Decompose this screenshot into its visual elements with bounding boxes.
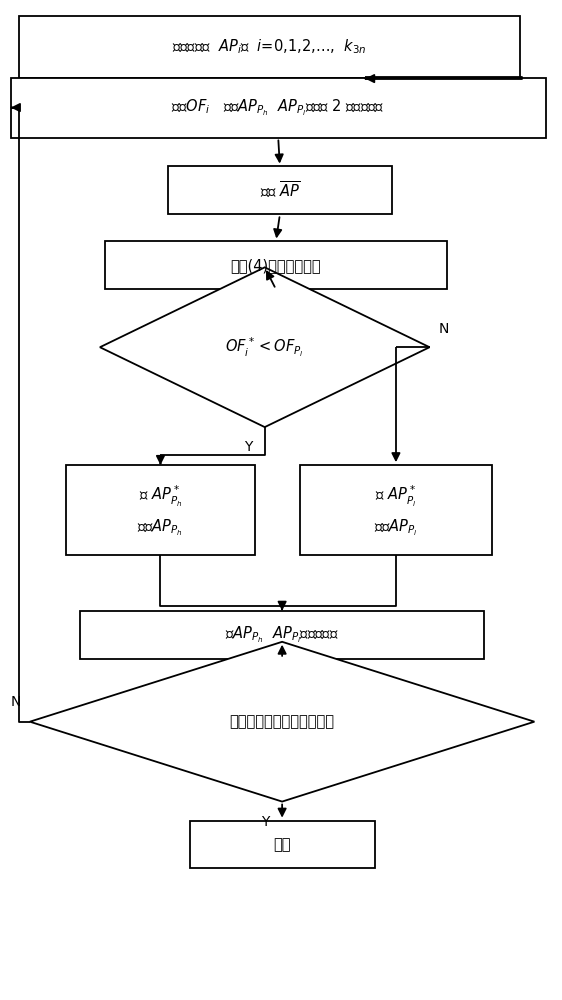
FancyBboxPatch shape: [300, 465, 492, 555]
Text: 代替$AP_{P_h}$: 代替$AP_{P_h}$: [138, 518, 183, 538]
Text: 是否已生成所需数目顶点？: 是否已生成所需数目顶点？: [230, 714, 334, 729]
FancyBboxPatch shape: [80, 611, 484, 659]
Text: N: N: [11, 695, 21, 709]
FancyBboxPatch shape: [105, 241, 447, 289]
Text: Y: Y: [261, 815, 270, 829]
Polygon shape: [100, 267, 429, 427]
Text: $OF_i^* < OF_{P_l}$: $OF_i^* < OF_{P_l}$: [225, 336, 304, 359]
Text: 用 $AP_{P_h}^*$: 用 $AP_{P_h}^*$: [139, 484, 182, 509]
Text: Y: Y: [244, 440, 252, 454]
Text: 用式(4)进行反射计算: 用式(4)进行反射计算: [230, 258, 321, 273]
Text: 计算$OF_i$   确定$AP_{P_h}$  $AP_{P_l}$并作为 2 个初始顶点: 计算$OF_i$ 确定$AP_{P_h}$ $AP_{P_l}$并作为 2 个初…: [171, 97, 385, 118]
FancyBboxPatch shape: [19, 16, 519, 78]
Text: 代替$AP_{P_l}$: 代替$AP_{P_l}$: [374, 518, 418, 538]
Text: 计算 $\overline{AP}$: 计算 $\overline{AP}$: [260, 180, 300, 201]
Polygon shape: [30, 642, 534, 802]
FancyBboxPatch shape: [189, 821, 375, 868]
Text: 将$AP_{P_h}$  $AP_{P_l}$作为新顶点: 将$AP_{P_h}$ $AP_{P_l}$作为新顶点: [225, 625, 339, 645]
FancyBboxPatch shape: [66, 465, 255, 555]
Text: 随机初始化  $AP_i$，  $i$=0,1,2,…,  $k_{3n}$: 随机初始化 $AP_i$， $i$=0,1,2,…, $k_{3n}$: [172, 37, 366, 56]
Text: N: N: [438, 322, 449, 336]
Text: 结束: 结束: [273, 837, 291, 852]
Text: 用 $AP_{P_l}^*$: 用 $AP_{P_l}^*$: [375, 484, 416, 509]
FancyBboxPatch shape: [11, 78, 546, 138]
FancyBboxPatch shape: [167, 166, 392, 214]
